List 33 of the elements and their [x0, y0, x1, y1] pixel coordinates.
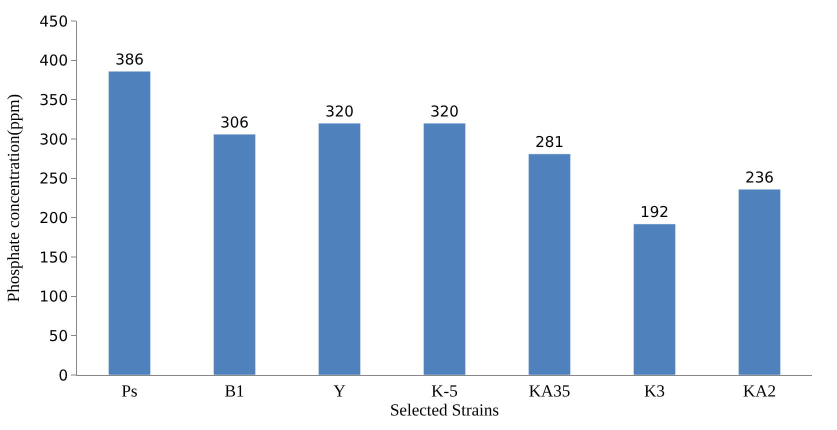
y-tick-label: 150	[39, 248, 68, 266]
bar	[318, 123, 361, 375]
x-tick-label: KA2	[742, 381, 776, 400]
y-tick-label: 400	[39, 52, 68, 70]
data-label: 306	[220, 113, 249, 132]
bar	[528, 154, 571, 375]
x-tick-label: Y	[333, 381, 346, 400]
data-label: 320	[430, 102, 459, 120]
bar	[108, 71, 151, 375]
y-tick-label: 0	[58, 366, 68, 384]
bar	[423, 123, 466, 375]
x-tick-label: B1	[224, 381, 244, 400]
x-tick-label: K3	[644, 381, 665, 400]
x-tick-label: K-5	[431, 381, 458, 400]
y-tick-label: 200	[39, 208, 68, 227]
y-axis-title: Phosphate concentration(ppm)	[4, 94, 23, 302]
y-tick-label: 350	[39, 90, 68, 109]
data-label: 281	[535, 132, 564, 151]
x-tick-label: KA35	[528, 381, 570, 400]
y-tick-label: 450	[39, 12, 68, 30]
data-label: 386	[115, 50, 144, 68]
y-tick-label: 250	[39, 170, 68, 188]
y-tick-label: 100	[39, 288, 68, 306]
bar	[633, 224, 676, 375]
y-tick-label: 300	[39, 130, 68, 148]
bar	[213, 134, 256, 375]
y-tick-label: 50	[48, 326, 68, 345]
x-tick-label: Ps	[121, 381, 138, 400]
data-label: 320	[325, 102, 354, 120]
x-axis-title: Selected Strains	[390, 400, 500, 420]
bar	[738, 189, 781, 375]
data-label: 236	[745, 168, 774, 186]
data-label: 192	[640, 202, 669, 221]
